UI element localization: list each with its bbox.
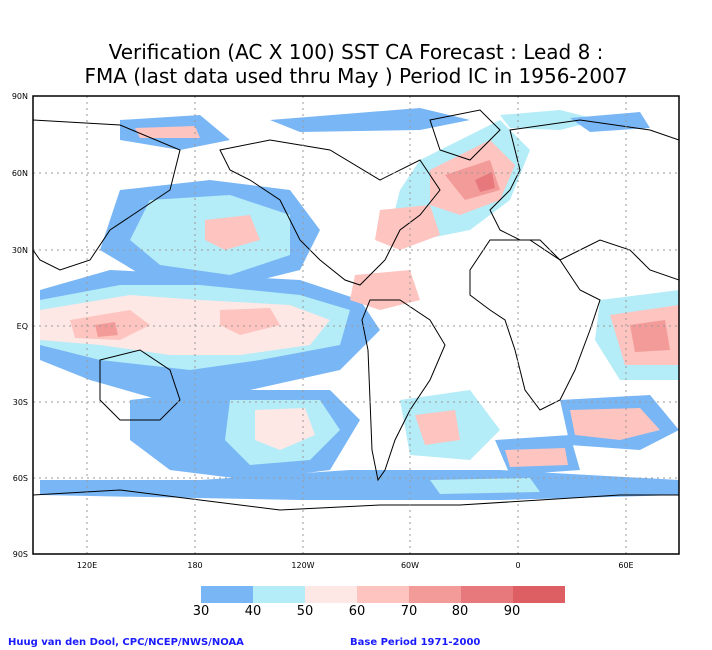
legend-label: 70: [400, 604, 418, 619]
lon-label: 180: [187, 561, 202, 570]
lat-label: 60N: [12, 169, 28, 178]
map-frame: [32, 95, 680, 555]
legend-swatch: [461, 586, 513, 603]
base-period-note: Base Period 1971-2000: [350, 637, 481, 648]
lon-label: 120W: [291, 561, 314, 570]
skill-shading: [40, 108, 679, 500]
legend-label: 30: [192, 604, 210, 619]
lon-label: 60W: [401, 561, 419, 570]
map-title-line-1: Verification (AC X 100) SST CA Forecast …: [108, 40, 604, 64]
legend-label: 90: [503, 604, 521, 619]
lon-tick-labels: 120E 180 120W 60W 0 60E: [77, 561, 634, 570]
author-credit: Huug van den Dool, CPC/NCEP/NWS/NOAA: [8, 637, 244, 648]
grid-lines: [33, 96, 679, 554]
legend-swatch: [201, 586, 253, 603]
lat-label: 90N: [12, 92, 28, 101]
legend-label: 50: [296, 604, 314, 619]
legend-swatch: [513, 586, 565, 603]
lat-label: 60S: [13, 474, 28, 483]
map-title-line-2: FMA (last data used thru May ) Period IC…: [84, 64, 628, 88]
legend-label: 60: [348, 604, 366, 619]
lat-label: EQ: [17, 322, 28, 331]
legend-swatch: [409, 586, 461, 603]
lon-label: 0: [515, 561, 520, 570]
lon-label: 120E: [77, 561, 97, 570]
color-legend: [201, 586, 565, 603]
lat-label: 30S: [13, 398, 28, 407]
legend-swatch: [305, 586, 357, 603]
legend-label: 40: [244, 604, 262, 619]
lat-label: 90S: [13, 550, 28, 559]
lat-tick-labels: 90N 60N 30N EQ 30S 60S 90S: [12, 92, 28, 559]
legend-label: 80: [451, 604, 469, 619]
legend-swatch: [253, 586, 305, 603]
lon-label: 60E: [618, 561, 633, 570]
lat-label: 30N: [12, 246, 28, 255]
legend-swatch: [357, 586, 409, 603]
